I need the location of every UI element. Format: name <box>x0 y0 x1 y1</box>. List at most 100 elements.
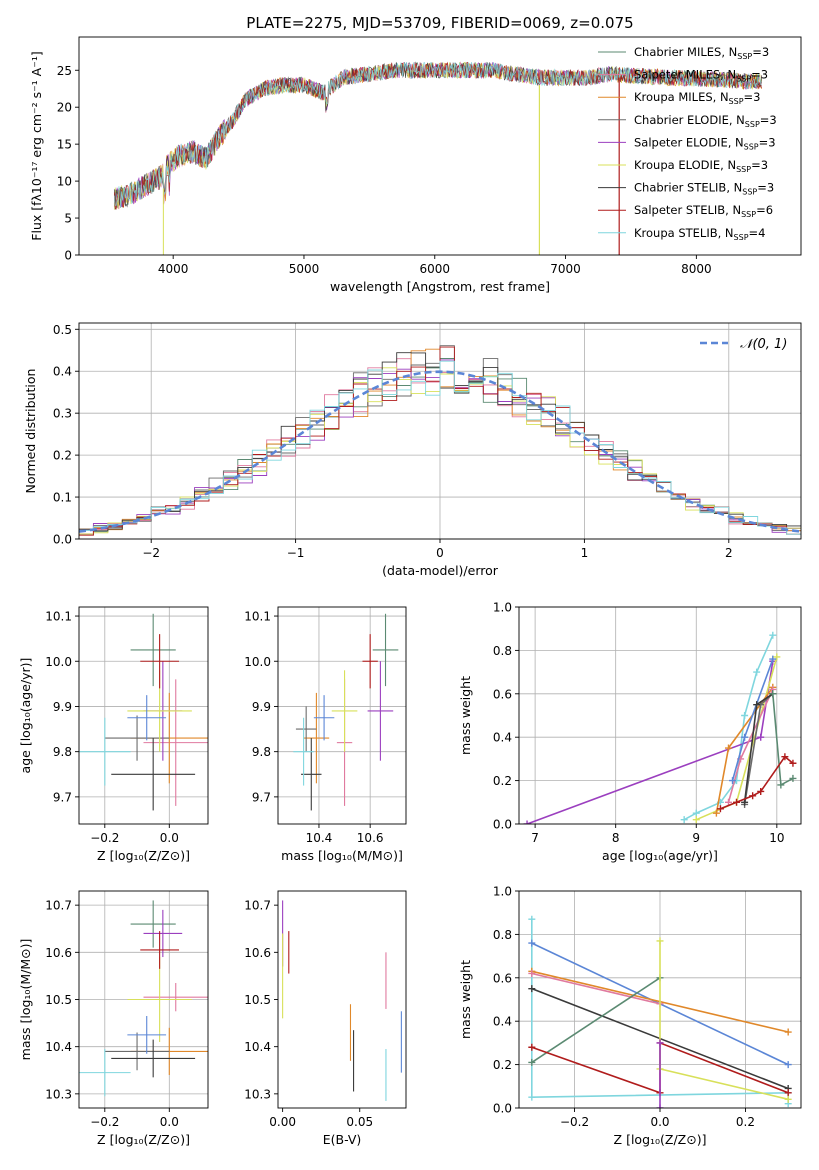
y-tick-label: 10.6 <box>244 946 271 960</box>
x-tick-label: 0 <box>436 546 444 560</box>
legend-subscript: SSP <box>745 120 760 129</box>
x-tick-label: −0.2 <box>90 831 119 845</box>
gaussian-curve <box>79 370 801 533</box>
y-tick-label: 10.5 <box>45 993 72 1007</box>
x-axis-label: Z [log₁₀(Z/Z⊙)] <box>614 1132 707 1147</box>
legend-subscript: SSP <box>741 210 756 219</box>
series-line-6 <box>743 693 774 805</box>
y-tick-label: 9.7 <box>252 790 271 804</box>
plot-area <box>113 61 762 255</box>
plot-area <box>79 345 801 536</box>
x-tick-label: 10.6 <box>357 831 384 845</box>
legend-count: =3 <box>760 113 777 127</box>
series-marker <box>784 1095 792 1103</box>
y-tick-label: 0.4 <box>493 1015 512 1029</box>
x-tick-label: 2 <box>725 546 733 560</box>
series-marker <box>528 969 536 977</box>
legend-subscript: SSP <box>736 165 751 174</box>
series-line-9 <box>720 755 794 810</box>
y-tick-label: 0.2 <box>493 1058 512 1072</box>
y-axis-label: Normed distribution <box>23 369 38 494</box>
y-tick-label: 0 <box>64 249 72 263</box>
series-marker <box>741 798 749 806</box>
legend-subscript: SSP <box>742 188 757 197</box>
series-marker <box>781 753 789 761</box>
panel-mass-vs-EBV: 0.00 0.05 10.3 10.4 10.5 10.6 10.7 E(B-V) <box>244 890 407 1147</box>
y-tick-label: 0.4 <box>493 731 512 745</box>
legend-label-text: Kroupa ELODIE, N <box>634 158 736 172</box>
y-tick-label: 10 <box>57 175 72 189</box>
series-marker <box>680 816 688 824</box>
legend-label: Chabrier STELIB, NSSP=3 <box>634 181 774 197</box>
plot-area <box>79 900 208 1097</box>
series-marker <box>692 816 700 824</box>
series-line-7 <box>743 693 774 803</box>
legend-label: Salpeter ELODIE, NSSP=3 <box>634 135 776 151</box>
legend-subscript: SSP <box>734 233 749 242</box>
y-tick-label: 9.9 <box>53 700 72 714</box>
x-tick-label: −0.2 <box>90 1115 119 1129</box>
y-tick-label: 10.1 <box>45 610 72 624</box>
y-tick-label: 10.4 <box>244 1040 271 1054</box>
series-line-3 <box>531 972 661 1005</box>
series-marker <box>777 781 785 789</box>
legend-subscript: SSP <box>737 52 752 61</box>
y-tick-label: 9.9 <box>252 700 271 714</box>
y-tick-label: 10.1 <box>244 610 271 624</box>
plot-area <box>528 915 792 1108</box>
y-tick-label: 10.0 <box>244 655 271 669</box>
axes-frame <box>277 890 407 1109</box>
hist-step-8 <box>79 360 801 535</box>
series-line-8 <box>772 693 794 787</box>
figure-title: PLATE=2275, MJD=53709, FIBERID=0069, z=0… <box>246 14 633 32</box>
series-marker <box>692 809 700 817</box>
x-tick-label: 10 <box>769 831 784 845</box>
series-marker <box>769 655 777 663</box>
y-tick-label: 9.8 <box>53 745 72 759</box>
series-marker <box>523 820 531 824</box>
x-tick-label: 8000 <box>681 262 712 276</box>
axes-frame <box>277 606 407 825</box>
y-tick-label: 0.8 <box>493 928 512 942</box>
series-marker <box>528 1093 536 1101</box>
y-tick-label: 10.4 <box>45 1040 72 1054</box>
legend-label: Kroupa MILES, NSSP=3 <box>634 90 760 106</box>
x-tick-label: 6000 <box>419 262 450 276</box>
plot-area <box>282 900 402 1101</box>
series-marker <box>749 792 757 800</box>
y-tick-label: 10.3 <box>45 1087 72 1101</box>
legend-count: =3 <box>744 90 761 104</box>
x-axis-label: Z [log₁₀(Z/Z⊙)] <box>97 1132 190 1147</box>
series-marker <box>528 985 536 993</box>
series-marker <box>528 939 536 947</box>
y-axis-label: mass weight <box>458 960 473 1039</box>
x-tick-label: 7000 <box>550 262 581 276</box>
y-tick-label: 0.3 <box>53 407 72 421</box>
series-marker <box>656 1104 664 1108</box>
plot-area <box>523 631 797 824</box>
plot-area <box>293 613 399 811</box>
legend-label-text: Chabrier STELIB, N <box>634 181 742 195</box>
series-marker <box>724 744 732 752</box>
series-marker <box>784 1089 792 1097</box>
axes-frame <box>78 36 802 256</box>
y-tick-label: 10.0 <box>45 655 72 669</box>
gaussian-legend-label: 𝒩(0, 1) <box>740 337 787 352</box>
legend-label: Chabrier MILES, NSSP=3 <box>634 45 769 61</box>
legend-subscript: SSP <box>736 75 751 84</box>
x-tick-label: 5000 <box>289 262 320 276</box>
y-tick-label: 0.6 <box>493 971 512 985</box>
y-tick-label: 15 <box>57 138 72 152</box>
legend-label-text: Kroupa STELIB, N <box>634 226 734 240</box>
x-axis-label: E(B-V) <box>323 1132 362 1147</box>
x-tick-label: 0.0 <box>160 831 179 845</box>
legend-subscript: SSP <box>729 97 744 106</box>
y-axis-label: Flux [fλ10⁻¹⁷ erg cm⁻² s⁻¹ A⁻¹] <box>29 51 44 240</box>
x-axis-label: mass [log₁₀(M/M⊙)] <box>281 848 403 863</box>
series-marker <box>784 1061 792 1069</box>
y-tick-label: 1.0 <box>493 885 512 899</box>
series-marker <box>757 787 765 795</box>
x-tick-label: 0.0 <box>650 1115 669 1129</box>
